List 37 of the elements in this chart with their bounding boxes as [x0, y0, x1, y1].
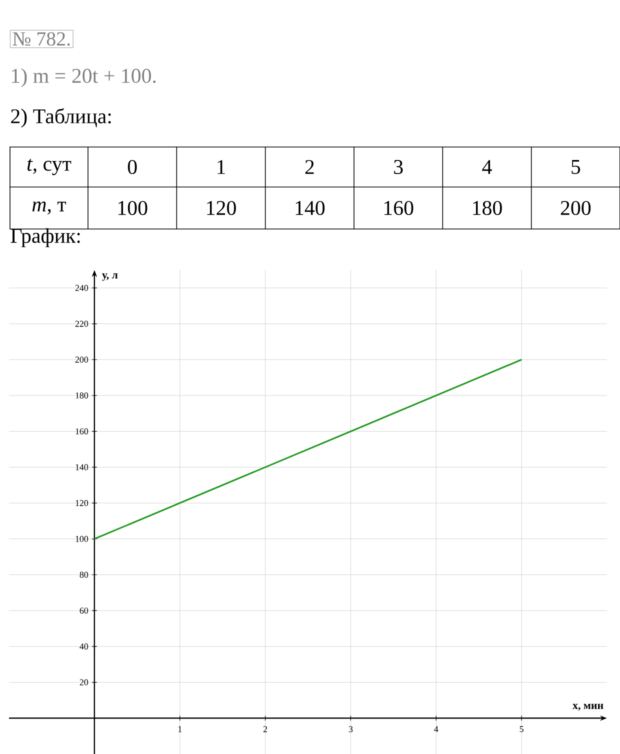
text: График: — [10, 228, 80, 248]
y-axis-title: у, л — [102, 273, 118, 281]
y-tick-label: 180 — [76, 392, 88, 399]
text: 5 — [572, 160, 580, 174]
y-tick-label: 120 — [76, 500, 88, 506]
text: 1) m = 20t + 100. — [12, 68, 156, 88]
text: 4 — [482, 160, 492, 174]
y-tick-label: 60 — [80, 608, 88, 614]
text: 100 — [118, 200, 148, 216]
x-tick-label: 4 — [434, 726, 438, 732]
chart-title: № 782. — [12, 32, 70, 46]
y-tick-label: 200 — [75, 356, 88, 363]
text: 160 — [384, 200, 414, 216]
y-tick-label: 140 — [76, 464, 88, 470]
text: 2 — [305, 160, 314, 174]
text: 0 — [128, 160, 137, 174]
text: 1 — [218, 160, 225, 174]
text: t, сут — [27, 158, 72, 176]
y-tick-label: 240 — [75, 284, 88, 291]
y-tick-label: 220 — [75, 320, 88, 327]
text: 120 — [207, 200, 236, 216]
text: 200 — [560, 200, 591, 216]
y-tick-label: 20 — [80, 679, 88, 686]
text: 2) Таблица: — [11, 108, 111, 128]
x-axis-title: x, мин — [572, 704, 604, 711]
y-tick-label: 100 — [76, 536, 88, 542]
y-tick-label: 80 — [80, 572, 88, 578]
y-tick-label: 40 — [80, 643, 88, 650]
text: 3 — [394, 160, 403, 174]
text: m, т — [32, 201, 66, 215]
text: 180 — [473, 200, 502, 216]
y-tick-label: 160 — [76, 428, 88, 434]
text: 140 — [296, 200, 325, 216]
x-tick-label: 5 — [520, 726, 524, 732]
x-tick-label: 1 — [178, 726, 182, 732]
x-tick-label: 2 — [263, 726, 268, 732]
x-tick-label: 3 — [348, 726, 353, 732]
